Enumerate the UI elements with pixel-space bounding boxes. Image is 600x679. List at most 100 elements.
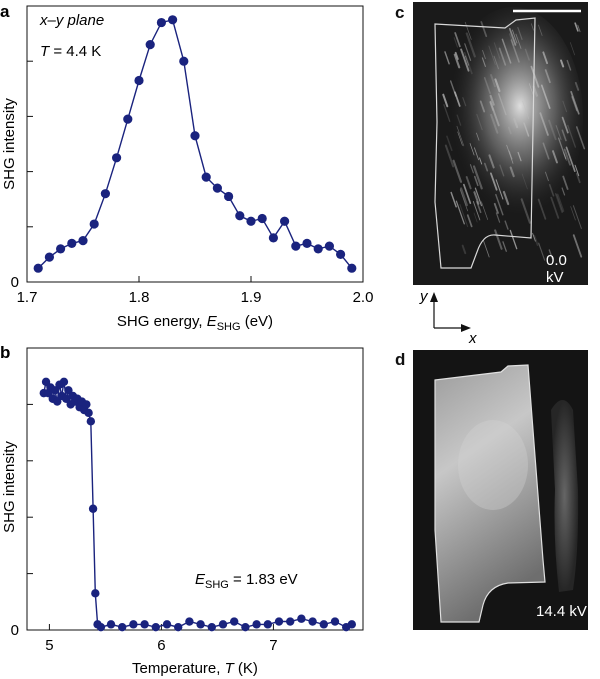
data-point (88, 504, 98, 513)
texture-streak (548, 184, 555, 197)
data-point (33, 263, 43, 273)
texture-streak (473, 147, 480, 161)
data-point (291, 241, 301, 251)
texture-streak (572, 234, 583, 258)
texture-streak (482, 239, 490, 258)
data-point (224, 191, 234, 202)
data-point (302, 238, 312, 248)
data-point (168, 15, 178, 25)
texture-streak (520, 198, 531, 224)
texture-streak (479, 157, 483, 165)
texture-streak (444, 51, 450, 65)
texture-streak (479, 100, 486, 113)
x-tick-label: 5 (45, 637, 53, 654)
y-tick-label: 0 (11, 274, 19, 291)
x-axis-label-b: Temperature, T (K) (132, 660, 258, 677)
texture-streak (484, 162, 489, 172)
texture-streak (537, 198, 547, 220)
texture-streak (454, 51, 459, 60)
x-tick-label: 1.8 (129, 289, 150, 306)
texture-streak (538, 242, 546, 261)
texture-streak (489, 172, 498, 191)
texture-streak (562, 175, 569, 190)
texture-streak (510, 39, 520, 63)
data-point (145, 40, 155, 50)
data-point (201, 172, 211, 182)
texture-streak (498, 47, 507, 66)
texture-streak (452, 159, 463, 183)
texture-streak (476, 113, 483, 131)
texture-streak (454, 32, 461, 48)
texture-streak (459, 189, 468, 212)
texture-streak (507, 126, 512, 135)
annotation-plane: x–y plane (39, 12, 104, 29)
sample-outline-c (434, 17, 536, 269)
data-point (257, 213, 267, 224)
texture-streak (561, 116, 569, 134)
texture-streak (493, 202, 499, 214)
y-tick-label: 0 (11, 622, 19, 639)
texture-streak (548, 119, 557, 141)
texture-streak (457, 131, 463, 146)
data-point (252, 620, 261, 629)
texture-streak (489, 100, 500, 127)
texture-streak (501, 38, 512, 64)
texture-streak (502, 190, 510, 206)
data-point (67, 238, 77, 248)
data-point (50, 386, 60, 395)
texture-streak (495, 193, 504, 216)
data-point (308, 617, 317, 626)
texture-streak (473, 212, 478, 223)
annotation-temperature: T = 4.4 K (40, 43, 101, 60)
x-tick-label: 1.9 (241, 289, 262, 306)
texture-streak (508, 27, 517, 46)
texture-streak (542, 51, 549, 65)
texture-streak (508, 150, 513, 160)
texture-streak (561, 187, 566, 196)
texture-streak (522, 100, 530, 120)
data-point (64, 386, 73, 395)
texture-streak (464, 55, 470, 66)
micrograph-d: 14.4 kV (413, 350, 588, 630)
texture-streak (446, 135, 453, 152)
texture-streak (532, 232, 536, 242)
texture-streak (449, 80, 457, 97)
texture-streak (469, 143, 475, 156)
x-axis-label-a: SHG energy, ESHG (eV) (117, 313, 273, 333)
data-point (241, 622, 250, 632)
tick-group-b: 5 6 7 0 (11, 403, 278, 654)
texture-streak (563, 152, 567, 161)
x-arrowhead-icon (461, 324, 471, 332)
texture-streak (569, 42, 576, 56)
texture-streaks-c (442, 21, 586, 261)
texture-streak (483, 77, 491, 94)
data-point (44, 252, 55, 262)
texture-streak (570, 90, 580, 115)
micrograph-c: 0.0 kV (413, 2, 588, 285)
texture-streak (517, 26, 523, 40)
texture-streak (562, 100, 568, 113)
texture-streak (572, 205, 582, 229)
texture-streak (459, 203, 469, 228)
texture-streak (557, 137, 567, 160)
texture-streak (493, 55, 499, 70)
voltage-label-d: 14.4 kV (536, 603, 587, 620)
data-point (174, 622, 183, 632)
texture-streak (460, 48, 470, 72)
texture-streak (517, 151, 522, 162)
x-axis-glyph-label: x (468, 330, 477, 345)
texture-streak (515, 33, 522, 49)
texture-streak (456, 114, 462, 126)
texture-streak (480, 21, 488, 37)
data-point (91, 589, 100, 598)
texture-streak (561, 129, 567, 142)
data-point (59, 377, 69, 387)
texture-streak (462, 97, 467, 107)
annotation-energy: ESHG = 1.83 eV (195, 571, 298, 591)
data-point (140, 620, 149, 629)
texture-streak (524, 48, 530, 61)
data-point (207, 622, 216, 632)
data-point (330, 617, 340, 626)
texture-streak (560, 59, 565, 68)
series-points-b (39, 377, 356, 632)
